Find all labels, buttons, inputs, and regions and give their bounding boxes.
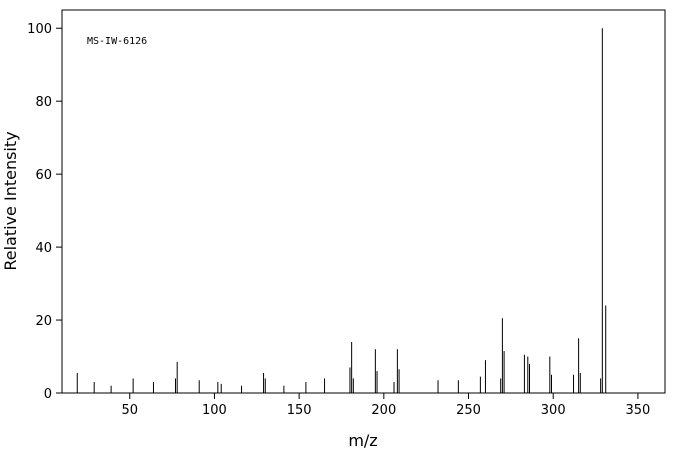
y-axis-label: Relative Intensity bbox=[1, 131, 20, 270]
annotation: MS-IW-6126 bbox=[87, 36, 147, 47]
plot-frame bbox=[61, 9, 666, 394]
x-tick-label: 100 bbox=[202, 403, 227, 418]
x-tick-label: 300 bbox=[541, 403, 566, 418]
x-tick-label: 200 bbox=[371, 403, 396, 418]
x-tick-label: 150 bbox=[287, 403, 312, 418]
x-tick-label: 350 bbox=[625, 403, 650, 418]
y-tick-label: 0 bbox=[44, 387, 52, 402]
y-tick-label: 20 bbox=[35, 314, 52, 329]
y-tick-label: 100 bbox=[27, 22, 52, 37]
y-tick-label: 60 bbox=[35, 168, 52, 183]
x-axis-label: m/z bbox=[348, 431, 377, 450]
y-tick-label: 40 bbox=[35, 241, 52, 256]
y-tick-label: 80 bbox=[35, 95, 52, 110]
x-tick-label: 50 bbox=[121, 403, 138, 418]
x-tick-label: 250 bbox=[456, 403, 481, 418]
